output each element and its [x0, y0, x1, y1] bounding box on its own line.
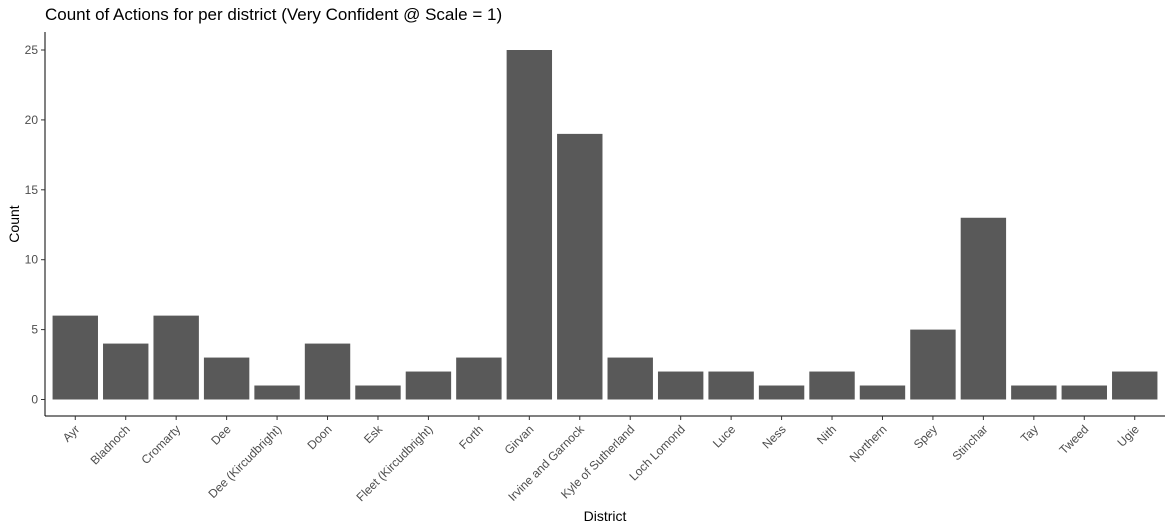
bar-ness: [758, 385, 805, 400]
y-tick-label: 20: [25, 113, 39, 127]
x-tick-label: Ness: [759, 422, 788, 451]
bar-irvine-and-garnock: [557, 133, 603, 400]
bar-luce: [708, 371, 754, 400]
x-tick-label: Ugie: [1114, 422, 1142, 450]
x-tick-label: Tweed: [1056, 422, 1091, 457]
bar-dee: [203, 357, 250, 400]
bar-stinchar: [960, 217, 1007, 400]
bar-loch-lomond: [657, 371, 704, 400]
x-tick-label: Northern: [847, 422, 890, 465]
x-tick-label: Dee: [208, 422, 234, 448]
bar-fleet-kircudbright: [405, 371, 452, 400]
x-tick-label: Nith: [814, 422, 839, 447]
x-tick-label: Ayr: [60, 422, 82, 444]
y-tick-label: 0: [31, 393, 38, 407]
bar-girvan: [506, 50, 553, 400]
x-tick-label: Tay: [1018, 422, 1041, 445]
bar-tay: [1011, 385, 1057, 400]
bar-dee-kircudbright: [254, 385, 300, 400]
bar-spey: [910, 329, 956, 400]
bar-doon: [304, 343, 351, 400]
x-tick-label: Forth: [456, 422, 486, 452]
bar-nith: [809, 371, 855, 400]
x-axis-title: District: [584, 508, 627, 524]
y-tick-label: 5: [31, 323, 38, 337]
y-ticks-group: 0 5 10 15 20 25: [25, 43, 45, 407]
x-tick-label: Luce: [710, 422, 739, 451]
y-tick-label: 10: [25, 253, 39, 267]
y-tick-label: 15: [25, 183, 39, 197]
chart-title: Count of Actions for per district (Very …: [45, 5, 503, 24]
bar-tweed: [1061, 385, 1107, 400]
bars-group: [52, 50, 1158, 400]
x-tick-label: Doon: [304, 422, 334, 452]
x-tick-label: Cromarty: [139, 422, 184, 467]
x-tick-label: Bladnoch: [88, 422, 133, 467]
bar-kyle-of-sutherland: [607, 357, 653, 400]
bar-bladnoch: [103, 343, 149, 400]
bar-northern: [859, 385, 906, 400]
x-tick-label: Stinchar: [949, 422, 990, 463]
y-axis-title: Count: [6, 205, 22, 242]
bar-esk: [355, 385, 401, 400]
bar-ayr: [52, 315, 98, 400]
x-tick-label: Girvan: [502, 422, 537, 457]
bar-ugie: [1112, 371, 1158, 400]
x-tick-label: Spey: [911, 422, 940, 451]
bar-cromarty: [153, 315, 199, 400]
y-tick-label: 25: [25, 43, 39, 57]
bar-forth: [456, 357, 502, 400]
x-tick-label: Esk: [361, 422, 386, 447]
